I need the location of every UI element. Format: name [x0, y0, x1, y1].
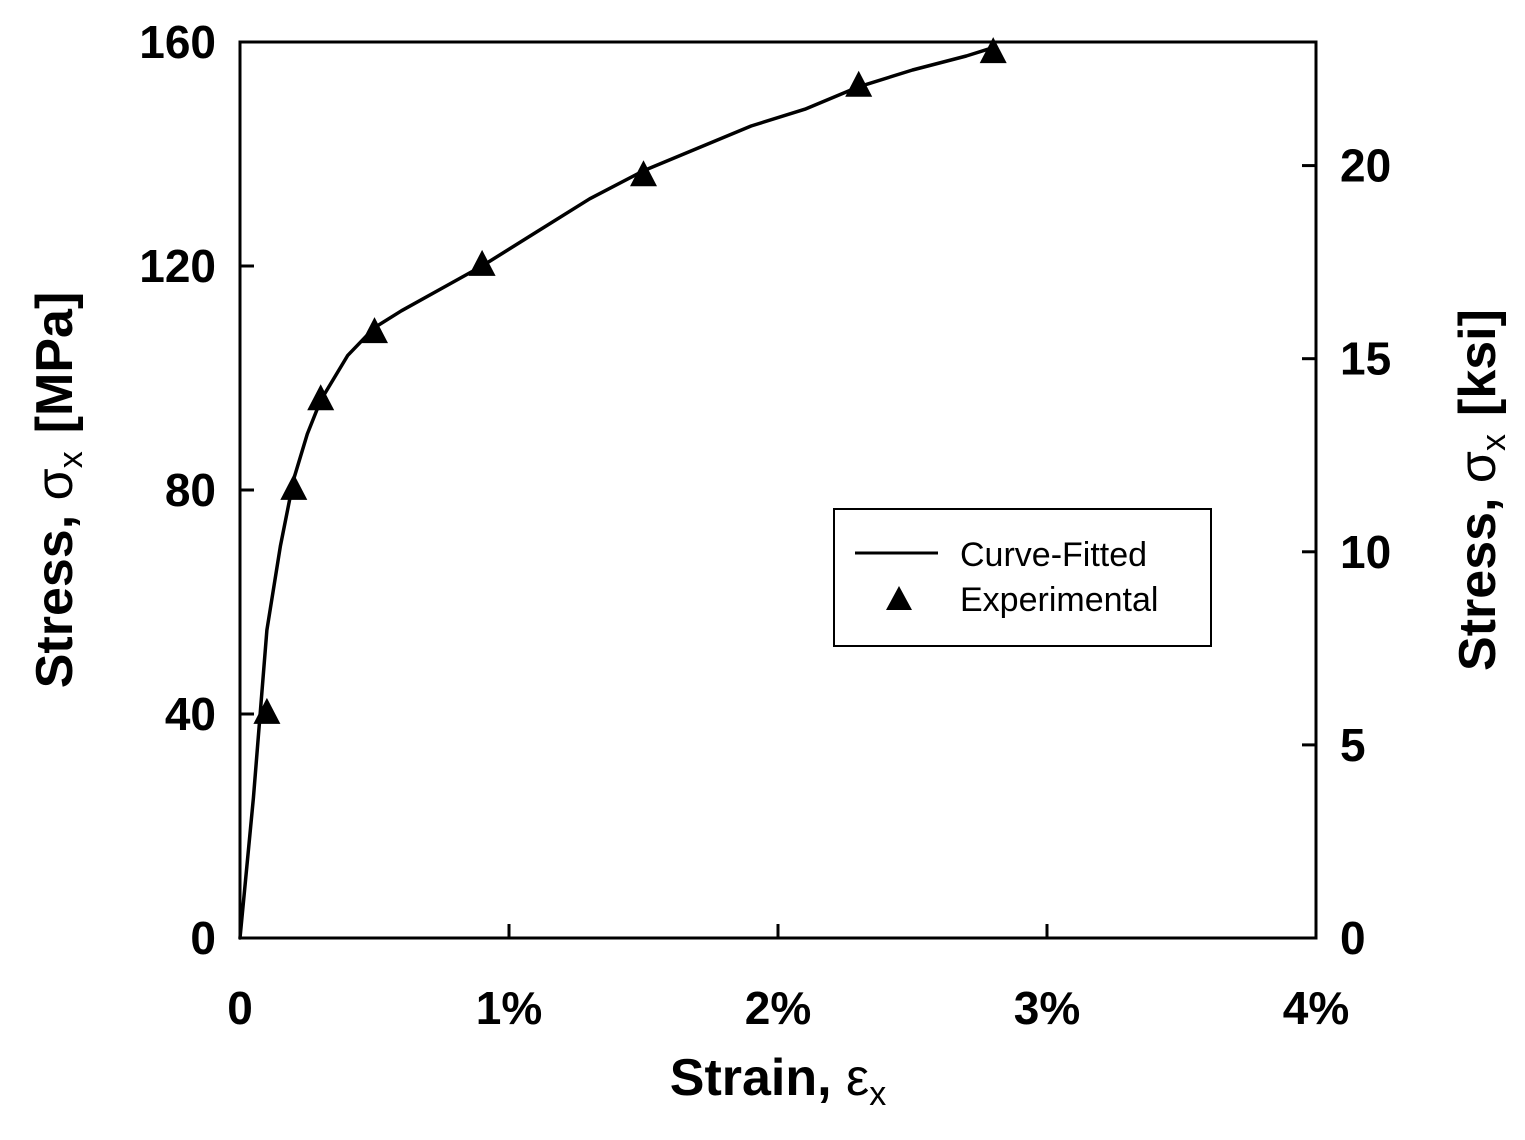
- y-left-tick-label: 0: [190, 912, 216, 964]
- y-right-axis-title: Stress, σx[ksi]: [1449, 309, 1513, 671]
- legend-label-experimental: Experimental: [960, 581, 1158, 619]
- legend: Curve-Fitted Experimental: [833, 508, 1212, 647]
- y-right-tick-label: 0: [1340, 912, 1366, 964]
- experimental-point: [845, 70, 873, 97]
- experimental-point: [468, 249, 496, 276]
- legend-triangle-swatch: [886, 586, 912, 610]
- y-left-tick-label: 80: [165, 464, 216, 516]
- plot-frame: [238, 40, 1318, 940]
- legend-box: [833, 508, 1212, 647]
- y-left-axis-ticks: 0 40 80 120 160: [139, 16, 254, 964]
- experimental-point: [630, 160, 657, 187]
- y-right-tick-label: 5: [1340, 719, 1366, 771]
- y-right-axis-ticks: 0 5 10 15 20: [1302, 140, 1391, 964]
- y-left-tick-label: 120: [139, 240, 216, 292]
- y-left-tick-label: 40: [165, 688, 216, 740]
- x-axis-ticks: 0 1% 2% 3% 4%: [227, 924, 1349, 1034]
- y-right-tick-label: 15: [1340, 333, 1391, 385]
- legend-label-curve-fitted: Curve-Fitted: [960, 536, 1147, 574]
- y-left-axis-title: Stress, σx[MPa]: [26, 292, 90, 689]
- x-tick-label: 0: [227, 982, 253, 1034]
- experimental-point: [979, 37, 1007, 64]
- x-tick-label: 1%: [476, 982, 542, 1034]
- x-tick-label: 3%: [1014, 982, 1080, 1034]
- experimental-point: [253, 697, 281, 724]
- series-layer: [238, 37, 1007, 940]
- series-line-curve-fitted: [238, 45, 995, 940]
- x-tick-label: 2%: [745, 982, 811, 1034]
- experimental-point: [361, 317, 388, 344]
- experimental-point: [307, 384, 335, 411]
- y-right-tick-label: 10: [1340, 526, 1391, 578]
- x-axis-title: Strain, εx: [670, 1049, 886, 1113]
- experimental-point: [280, 473, 308, 500]
- y-left-tick-label: 160: [139, 16, 216, 68]
- y-right-tick-label: 20: [1340, 140, 1391, 192]
- x-tick-label: 4%: [1283, 982, 1349, 1034]
